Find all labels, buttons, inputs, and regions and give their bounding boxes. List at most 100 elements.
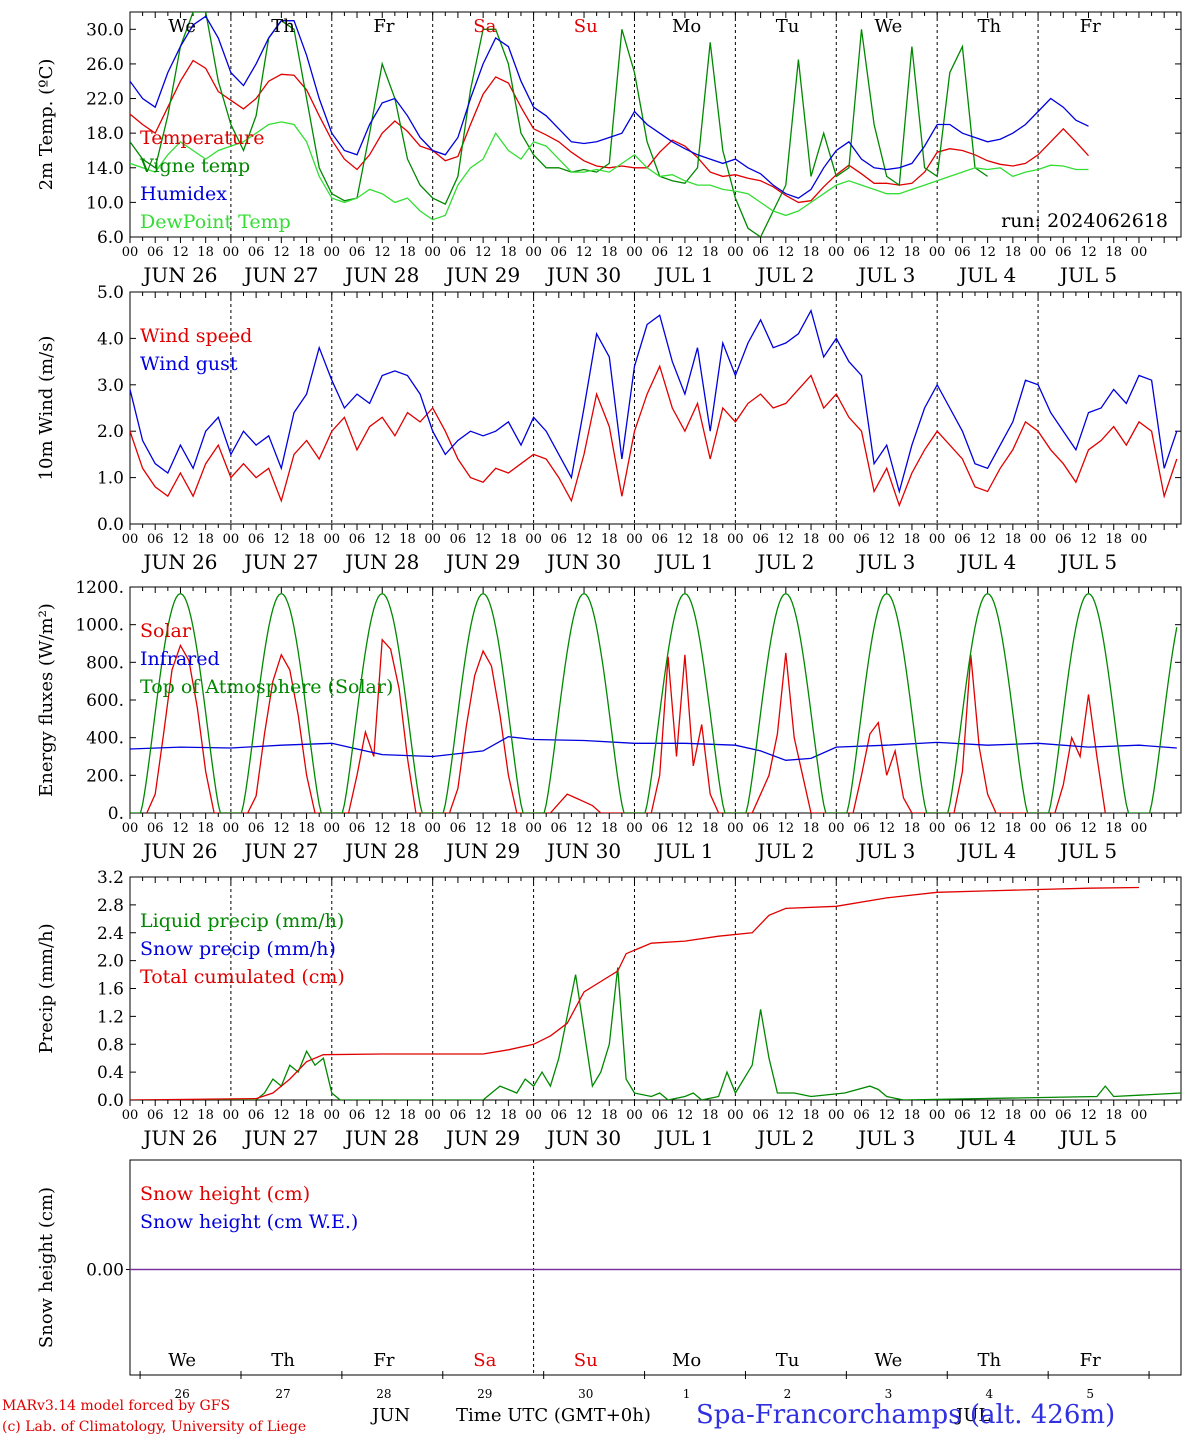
hour-tick-label: 06: [954, 1108, 971, 1123]
y-tick-label: 1.0: [97, 469, 124, 489]
series-vigne-temp: [130, 12, 988, 237]
date-label: JUL 1: [654, 839, 713, 863]
weekday-label: Fr: [373, 16, 394, 37]
date-label: JUL 2: [755, 550, 814, 574]
hour-tick-label: 00: [828, 821, 845, 836]
panel-1: 6.0 10.0 14.0 18.0 22.0 26.0 30.0 2m Temp. (ºC)…: [36, 11, 1182, 287]
date-label: JUN 30: [545, 550, 621, 574]
hour-tick-label: 12: [979, 1108, 996, 1123]
hour-tick-label: 12: [273, 1108, 290, 1123]
hour-tick-label: 12: [1080, 245, 1097, 260]
hour-tick-label: 12: [878, 245, 895, 260]
plot-frame: [129, 586, 1182, 814]
date-label: JUL 5: [1058, 550, 1117, 574]
day-number-label: 4: [985, 1387, 993, 1401]
hour-tick-label: 00: [828, 1108, 845, 1123]
series-top-of-atmosphere-solar-: [130, 592, 1178, 813]
y-tick-label: 4.0: [97, 329, 124, 349]
legend-entry: Wind gust: [140, 353, 238, 375]
date-label: JUL 5: [1058, 1126, 1117, 1150]
hour-tick-label: 18: [298, 1108, 315, 1123]
hour-tick-label: 18: [1005, 821, 1022, 836]
legend-entry: Infrared: [140, 648, 220, 670]
hour-tick-label: 18: [702, 245, 719, 260]
date-label: JUN 26: [141, 1126, 217, 1150]
hour-tick-label: 06: [853, 532, 870, 547]
y-tick-label: 0.00: [86, 1261, 124, 1281]
series-dewpoint-temp: [130, 121, 1089, 221]
y-tick-label: 1.2: [97, 1007, 124, 1027]
hour-tick-label: 00: [1030, 1108, 1047, 1123]
y-tick-label: 600.: [86, 691, 124, 711]
hour-tick-label: 18: [803, 1108, 820, 1123]
hour-tick-label: 18: [1105, 1108, 1122, 1123]
legend-entry: Top of Atmosphere (Solar): [140, 676, 393, 698]
hour-tick-label: 06: [752, 821, 769, 836]
hour-tick-label: 18: [1005, 1108, 1022, 1123]
hour-tick-label: 00: [727, 532, 744, 547]
hour-tick-label: 18: [197, 532, 214, 547]
hour-tick-label: 12: [273, 821, 290, 836]
date-label: JUL 4: [957, 1126, 1016, 1150]
day-number-label: 30: [578, 1387, 593, 1401]
legend-entry: Solar: [140, 620, 192, 642]
hour-tick-label: 06: [853, 1108, 870, 1123]
date-label: JUL 2: [755, 1126, 814, 1150]
hour-tick-label: 18: [803, 821, 820, 836]
hour-tick-label: 00: [828, 245, 845, 260]
hour-tick-label: 18: [298, 245, 315, 260]
hour-tick-label: 06: [752, 245, 769, 260]
weekday-label: Sa: [473, 16, 496, 37]
date-label: JUN 27: [242, 839, 318, 863]
weekday-label: Fr: [373, 1350, 394, 1371]
hour-tick-label: 18: [803, 245, 820, 260]
hour-tick-label: 06: [551, 1108, 568, 1123]
date-label: JUN 26: [141, 839, 217, 863]
hour-tick-label: 18: [1105, 245, 1122, 260]
hour-tick-label: 12: [979, 821, 996, 836]
hour-tick-label: 18: [500, 532, 517, 547]
hour-tick-label: 18: [1105, 532, 1122, 547]
hour-tick-label: 06: [651, 821, 668, 836]
hour-tick-label: 12: [374, 1108, 391, 1123]
hour-tick-label: 06: [147, 532, 164, 547]
hour-tick-label: 18: [601, 821, 618, 836]
hour-tick-label: 18: [904, 532, 921, 547]
hour-tick-label: 00: [626, 821, 643, 836]
hour-tick-label: 06: [752, 1108, 769, 1123]
hour-tick-label: 18: [601, 532, 618, 547]
model-credit: MARv3.14 model forced by GFS: [2, 1398, 231, 1414]
date-label: JUN 29: [444, 839, 520, 863]
date-label: JUN 29: [444, 263, 520, 287]
hour-tick-label: 12: [576, 1108, 593, 1123]
y-tick-label: 22.0: [86, 90, 124, 110]
y-axis-label: Precip (mm/h): [36, 923, 57, 1053]
hour-tick-label: 18: [399, 821, 416, 836]
date-label: JUL 3: [856, 263, 915, 287]
day-number-label: 27: [275, 1387, 290, 1401]
hour-tick-label: 06: [349, 532, 366, 547]
station-title: Spa-Francorchamps (alt. 426m): [696, 1400, 1116, 1430]
plot-frame: [129, 1159, 1182, 1376]
date-label: JUN 30: [545, 263, 621, 287]
hour-tick-label: 00: [525, 532, 542, 547]
hour-tick-label: 00: [1131, 532, 1148, 547]
y-tick-label: 800.: [86, 653, 124, 673]
hour-tick-label: 06: [1055, 532, 1072, 547]
date-label: JUL 3: [856, 550, 915, 574]
hour-tick-label: 06: [551, 245, 568, 260]
hour-tick-label: 12: [1080, 1108, 1097, 1123]
date-label: JUN 26: [141, 550, 217, 574]
date-label: JUN 27: [242, 1126, 318, 1150]
hour-tick-label: 18: [197, 245, 214, 260]
date-label: JUL 4: [957, 263, 1016, 287]
hour-tick-label: 06: [551, 532, 568, 547]
hour-tick-label: 06: [1055, 245, 1072, 260]
legend-entry: Liquid precip (mm/h): [140, 910, 344, 932]
series-wind-speed: [130, 364, 1178, 508]
y-tick-label: 5.0: [97, 283, 124, 303]
hour-tick-label: 18: [197, 1108, 214, 1123]
date-label: JUN 28: [343, 839, 419, 863]
hour-tick-label: 18: [197, 821, 214, 836]
hour-tick-label: 12: [576, 532, 593, 547]
